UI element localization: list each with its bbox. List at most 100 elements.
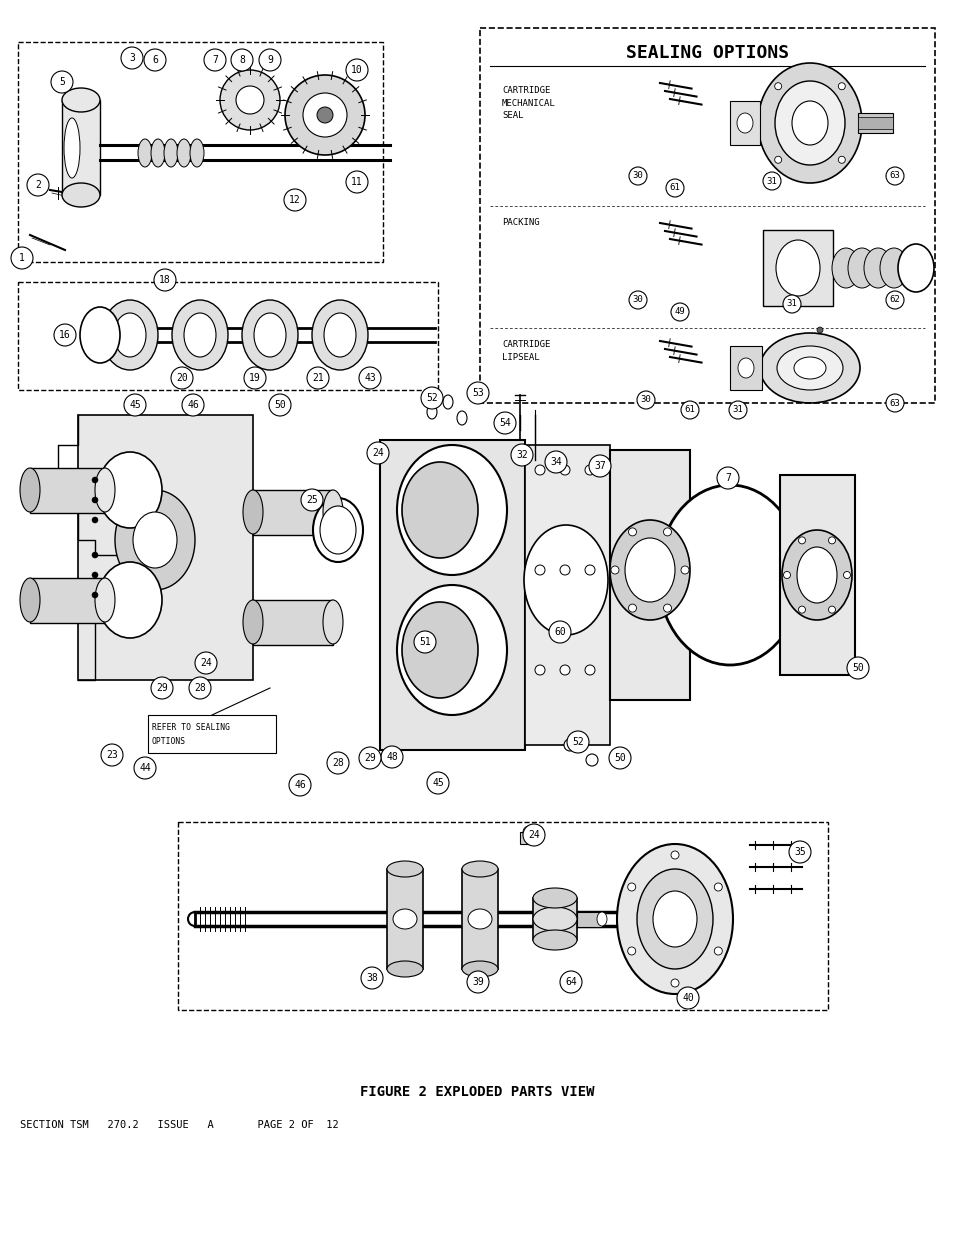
Circle shape (782, 572, 790, 578)
Ellipse shape (401, 601, 477, 698)
Circle shape (559, 466, 569, 475)
Ellipse shape (20, 578, 40, 622)
Ellipse shape (177, 140, 191, 167)
Circle shape (91, 477, 98, 483)
Circle shape (204, 49, 226, 70)
Ellipse shape (312, 300, 368, 370)
Text: 24: 24 (200, 658, 212, 668)
Circle shape (628, 527, 636, 536)
Ellipse shape (243, 600, 263, 643)
Circle shape (788, 841, 810, 863)
Text: 61: 61 (684, 405, 695, 415)
Circle shape (194, 652, 216, 674)
Text: 20: 20 (176, 373, 188, 383)
Ellipse shape (427, 405, 436, 419)
Circle shape (827, 537, 835, 543)
Circle shape (289, 774, 311, 797)
Circle shape (714, 883, 721, 890)
Circle shape (153, 269, 175, 291)
Circle shape (714, 947, 721, 955)
Text: 43: 43 (364, 373, 375, 383)
Text: 34: 34 (550, 457, 561, 467)
Circle shape (842, 572, 850, 578)
Bar (253, 600, 333, 645)
Text: 61: 61 (669, 184, 679, 193)
Ellipse shape (396, 445, 506, 576)
Text: SECTION TSM   270.2   ISSUE   A       PAGE 2 OF  12: SECTION TSM 270.2 ISSUE A PAGE 2 OF 12 (20, 1120, 338, 1130)
Circle shape (91, 552, 98, 558)
Circle shape (124, 394, 146, 416)
Ellipse shape (220, 70, 280, 130)
Text: 18: 18 (159, 275, 171, 285)
Ellipse shape (442, 395, 453, 409)
Ellipse shape (401, 462, 477, 558)
Circle shape (144, 49, 166, 70)
Text: 63: 63 (889, 172, 900, 180)
Circle shape (511, 445, 533, 466)
Circle shape (420, 387, 442, 409)
Bar (577, 911, 601, 927)
Ellipse shape (523, 525, 607, 635)
Circle shape (258, 49, 281, 70)
Ellipse shape (243, 490, 263, 534)
Ellipse shape (738, 358, 753, 378)
Bar (30, 468, 105, 513)
Text: 31: 31 (766, 177, 777, 185)
Ellipse shape (760, 333, 859, 403)
Circle shape (584, 664, 595, 676)
Ellipse shape (316, 107, 333, 124)
Text: 46: 46 (187, 400, 198, 410)
Ellipse shape (793, 357, 825, 379)
Circle shape (51, 70, 73, 93)
Circle shape (346, 170, 368, 193)
Ellipse shape (138, 140, 152, 167)
Ellipse shape (533, 906, 577, 931)
Circle shape (584, 564, 595, 576)
Text: 5: 5 (59, 77, 65, 86)
Circle shape (358, 367, 380, 389)
Circle shape (346, 59, 368, 82)
Circle shape (559, 564, 569, 576)
Ellipse shape (95, 468, 115, 513)
Bar (780, 475, 854, 676)
Circle shape (627, 947, 635, 955)
Text: 40: 40 (681, 993, 693, 1003)
Circle shape (774, 83, 781, 90)
Ellipse shape (151, 140, 165, 167)
Ellipse shape (113, 312, 146, 357)
Circle shape (307, 367, 329, 389)
Text: 28: 28 (332, 758, 343, 768)
Bar (729, 346, 761, 390)
Circle shape (588, 454, 610, 477)
Circle shape (27, 174, 49, 196)
Text: 10: 10 (351, 65, 362, 75)
Ellipse shape (20, 468, 40, 513)
Circle shape (717, 467, 739, 489)
Circle shape (244, 367, 266, 389)
Bar (253, 490, 333, 535)
Circle shape (665, 179, 683, 198)
Circle shape (11, 247, 33, 269)
Bar (857, 112, 892, 133)
Circle shape (54, 324, 76, 346)
Ellipse shape (585, 755, 598, 766)
Text: 51: 51 (418, 637, 431, 647)
Ellipse shape (64, 119, 80, 178)
Bar (609, 450, 689, 700)
Text: 45: 45 (432, 778, 443, 788)
Text: 60: 60 (554, 627, 565, 637)
Ellipse shape (172, 300, 228, 370)
Text: SEALING OPTIONS: SEALING OPTIONS (625, 44, 788, 62)
Circle shape (798, 606, 804, 613)
Ellipse shape (115, 490, 194, 590)
Circle shape (628, 167, 646, 185)
Ellipse shape (775, 240, 820, 296)
Bar (78, 415, 253, 680)
Ellipse shape (313, 498, 363, 562)
Text: 50: 50 (274, 400, 286, 410)
Ellipse shape (533, 888, 577, 908)
Ellipse shape (863, 248, 891, 288)
Ellipse shape (456, 411, 467, 425)
Ellipse shape (847, 248, 875, 288)
Ellipse shape (319, 506, 355, 555)
